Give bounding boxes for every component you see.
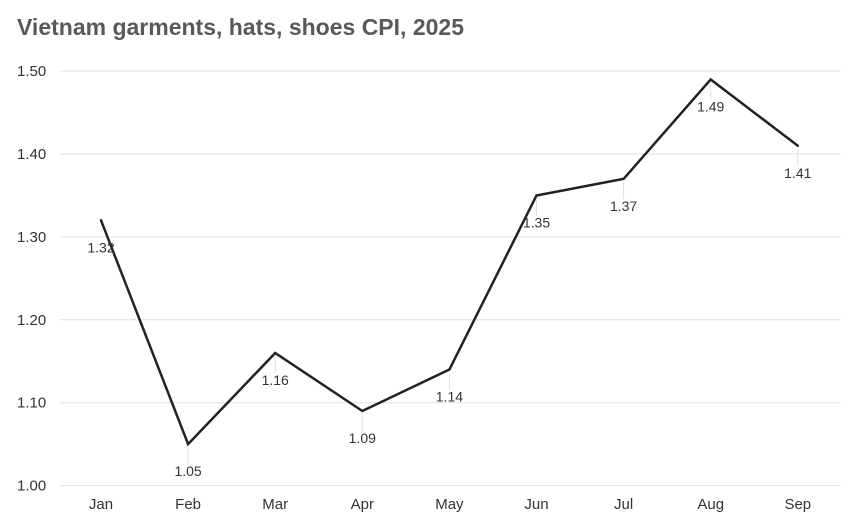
svg-text:1.00: 1.00 — [17, 478, 46, 495]
svg-text:Sep: Sep — [784, 496, 811, 513]
svg-text:1.14: 1.14 — [436, 389, 463, 405]
svg-text:1.41: 1.41 — [784, 165, 811, 181]
svg-text:1.09: 1.09 — [349, 430, 376, 446]
svg-text:1.37: 1.37 — [610, 198, 637, 214]
svg-text:May: May — [435, 496, 464, 513]
svg-text:1.50: 1.50 — [17, 63, 46, 80]
svg-text:1.49: 1.49 — [697, 98, 724, 114]
svg-text:Jun: Jun — [524, 496, 548, 513]
svg-text:1.20: 1.20 — [17, 312, 46, 329]
svg-text:Jul: Jul — [614, 496, 633, 513]
svg-text:1.05: 1.05 — [174, 463, 201, 479]
svg-text:1.32: 1.32 — [87, 239, 114, 255]
svg-text:1.30: 1.30 — [17, 229, 46, 246]
svg-text:Feb: Feb — [175, 496, 201, 513]
svg-text:1.35: 1.35 — [523, 214, 550, 230]
svg-text:Jan: Jan — [89, 496, 113, 513]
svg-text:1.10: 1.10 — [17, 395, 46, 412]
svg-text:1.40: 1.40 — [17, 146, 46, 163]
svg-text:Aug: Aug — [697, 496, 724, 513]
svg-text:1.16: 1.16 — [262, 372, 289, 388]
svg-text:Mar: Mar — [262, 496, 288, 513]
svg-text:Apr: Apr — [351, 496, 374, 513]
